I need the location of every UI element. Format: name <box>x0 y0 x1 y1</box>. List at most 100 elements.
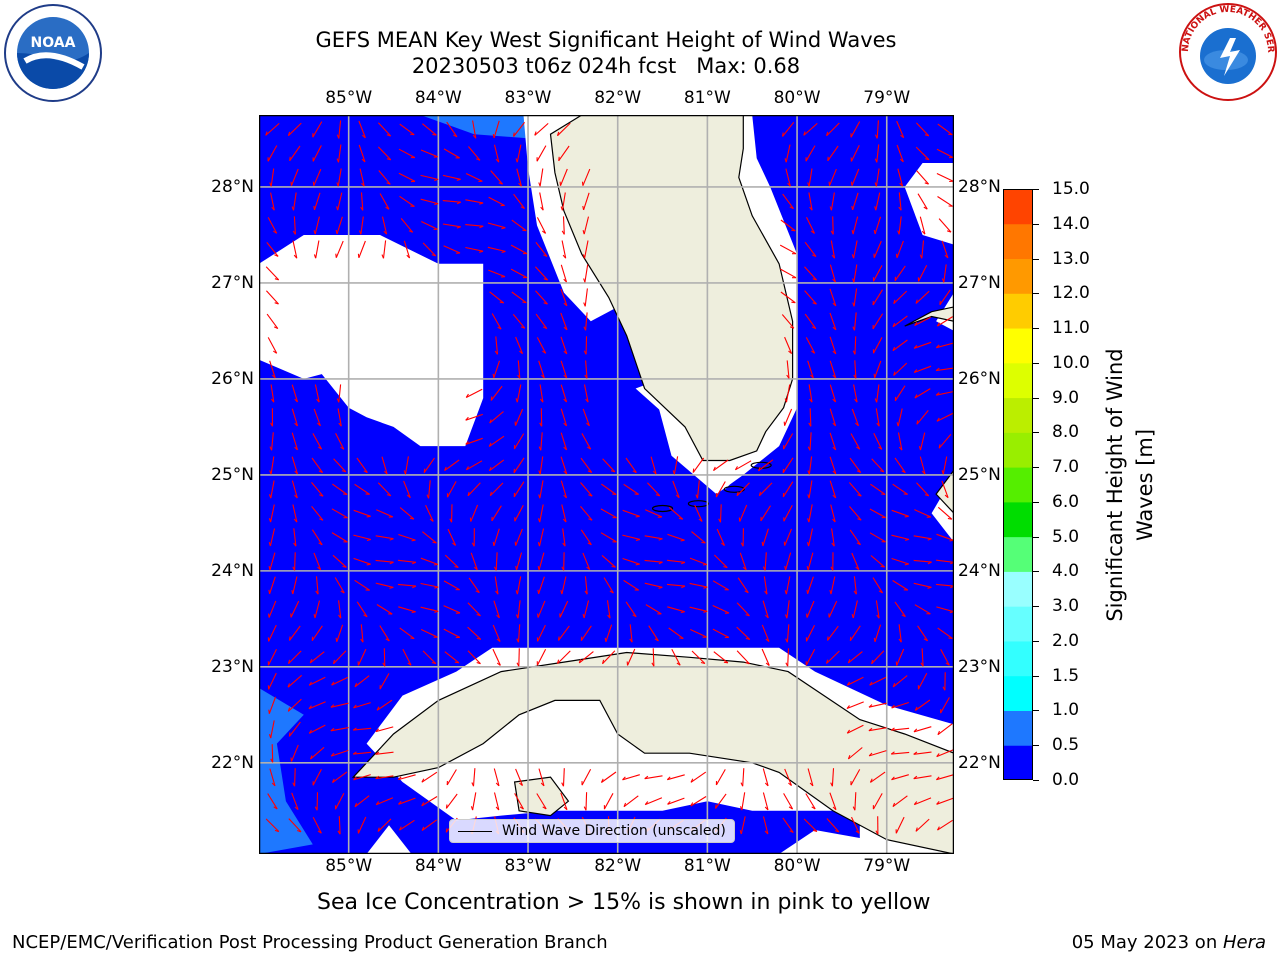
wind-arrow <box>891 534 910 540</box>
wind-arrow-head <box>294 422 298 427</box>
wind-arrow <box>804 241 817 257</box>
wind-arrow-head <box>476 613 481 617</box>
wind-arrow-head <box>913 775 918 780</box>
wind-arrow-head <box>292 782 296 787</box>
wind-arrow <box>913 775 932 780</box>
wind-arrow <box>309 724 326 734</box>
wind-arrow <box>913 341 932 349</box>
wind-arrow-head <box>389 561 394 565</box>
wind-arrow-head <box>852 278 855 283</box>
wind-arrow <box>622 557 640 565</box>
wind-arrow-head <box>635 563 640 566</box>
wind-arrow <box>691 650 706 664</box>
wind-arrow <box>808 480 813 499</box>
wind-arrow <box>854 360 857 379</box>
wind-arrow <box>354 579 370 591</box>
wind-arrow-head <box>269 182 272 187</box>
wind-arrow-head <box>519 806 524 810</box>
wind-arrow <box>399 819 415 831</box>
wind-arrow-head <box>832 494 837 499</box>
wind-arrow <box>937 627 953 639</box>
wind-arrow <box>578 651 594 664</box>
wind-arrow <box>913 751 932 755</box>
wind-arrow <box>809 432 812 451</box>
wind-arrow <box>762 792 769 811</box>
wind-arrow <box>488 269 506 278</box>
colorbar-tick-mark <box>1033 362 1039 364</box>
wind-arrow <box>781 314 795 329</box>
wind-arrow-head <box>586 566 591 571</box>
wind-arrow <box>560 360 568 379</box>
wind-arrow <box>740 816 746 835</box>
wind-arrow <box>652 648 655 667</box>
wind-arrow <box>874 360 882 378</box>
wind-arrow <box>377 818 392 832</box>
wind-arrow-head <box>807 446 811 451</box>
wind-arrow-head <box>676 662 681 666</box>
wind-arrow-head <box>914 706 918 711</box>
wind-arrow-head <box>878 446 883 450</box>
wind-arrow-head <box>386 158 391 161</box>
wind-arrow-head <box>538 182 541 187</box>
wind-arrow <box>516 576 522 595</box>
wind-arrow-head <box>874 134 878 139</box>
wind-arrow-head <box>587 446 591 450</box>
wind-arrow-head <box>874 398 878 403</box>
wind-arrow <box>338 816 341 835</box>
wind-arrow-head <box>679 637 684 640</box>
map-canvas <box>259 115 954 854</box>
wind-arrow <box>939 289 951 306</box>
wind-arrow-head <box>342 565 347 568</box>
wind-arrow <box>853 240 858 259</box>
wind-arrow-head <box>829 590 832 595</box>
wind-arrow-head <box>473 566 478 571</box>
wind-arrow-head <box>410 133 415 136</box>
wind-arrow-head <box>313 613 316 619</box>
wind-arrow-head <box>353 704 357 709</box>
colorbar-segment <box>1003 606 1033 642</box>
wind-arrow <box>489 411 504 424</box>
wind-arrow <box>850 121 861 138</box>
wind-arrow-head <box>489 491 492 496</box>
wind-arrow-head <box>919 254 923 259</box>
wind-arrow-head <box>444 466 447 471</box>
wind-arrow-head <box>781 132 784 137</box>
wind-arrow <box>898 192 902 211</box>
wind-arrow-head <box>586 422 590 427</box>
wind-arrow-head <box>703 586 708 589</box>
wind-arrow-head <box>336 206 339 211</box>
wind-arrow-head <box>358 230 362 235</box>
wind-arrow <box>938 218 952 233</box>
wind-arrow <box>826 122 840 137</box>
wind-arrow <box>312 433 323 450</box>
wind-arrow-head <box>498 182 503 185</box>
wind-arrow <box>383 648 386 667</box>
wind-arrow-head <box>274 254 279 257</box>
wind-arrow <box>829 480 837 499</box>
wind-arrow <box>869 508 886 519</box>
wind-arrow <box>268 672 277 690</box>
colorbar-segment <box>1003 467 1033 503</box>
wind-arrow <box>420 174 439 180</box>
wind-arrow-head <box>513 132 515 137</box>
wind-arrow <box>311 625 323 642</box>
colorbar-segment <box>1003 362 1033 399</box>
wind-arrow <box>375 582 394 588</box>
wind-arrow <box>465 246 484 252</box>
wind-arrow-head <box>389 586 394 589</box>
wind-arrow <box>536 337 547 354</box>
wind-arrow-head <box>562 254 567 259</box>
wind-arrow <box>936 148 954 158</box>
wind-arrow <box>851 816 860 834</box>
wind-arrow <box>331 532 348 543</box>
wind-arrow <box>337 408 342 427</box>
wind-arrow-head <box>736 491 739 496</box>
wind-arrow <box>719 504 722 523</box>
wind-arrow-head <box>381 254 385 259</box>
wind-arrow-head <box>853 374 857 379</box>
wind-arrow <box>376 699 393 711</box>
wind-arrow-head <box>375 775 380 780</box>
wind-arrow <box>536 217 547 234</box>
wind-arrow <box>287 698 302 712</box>
wind-arrow-head <box>913 369 918 373</box>
